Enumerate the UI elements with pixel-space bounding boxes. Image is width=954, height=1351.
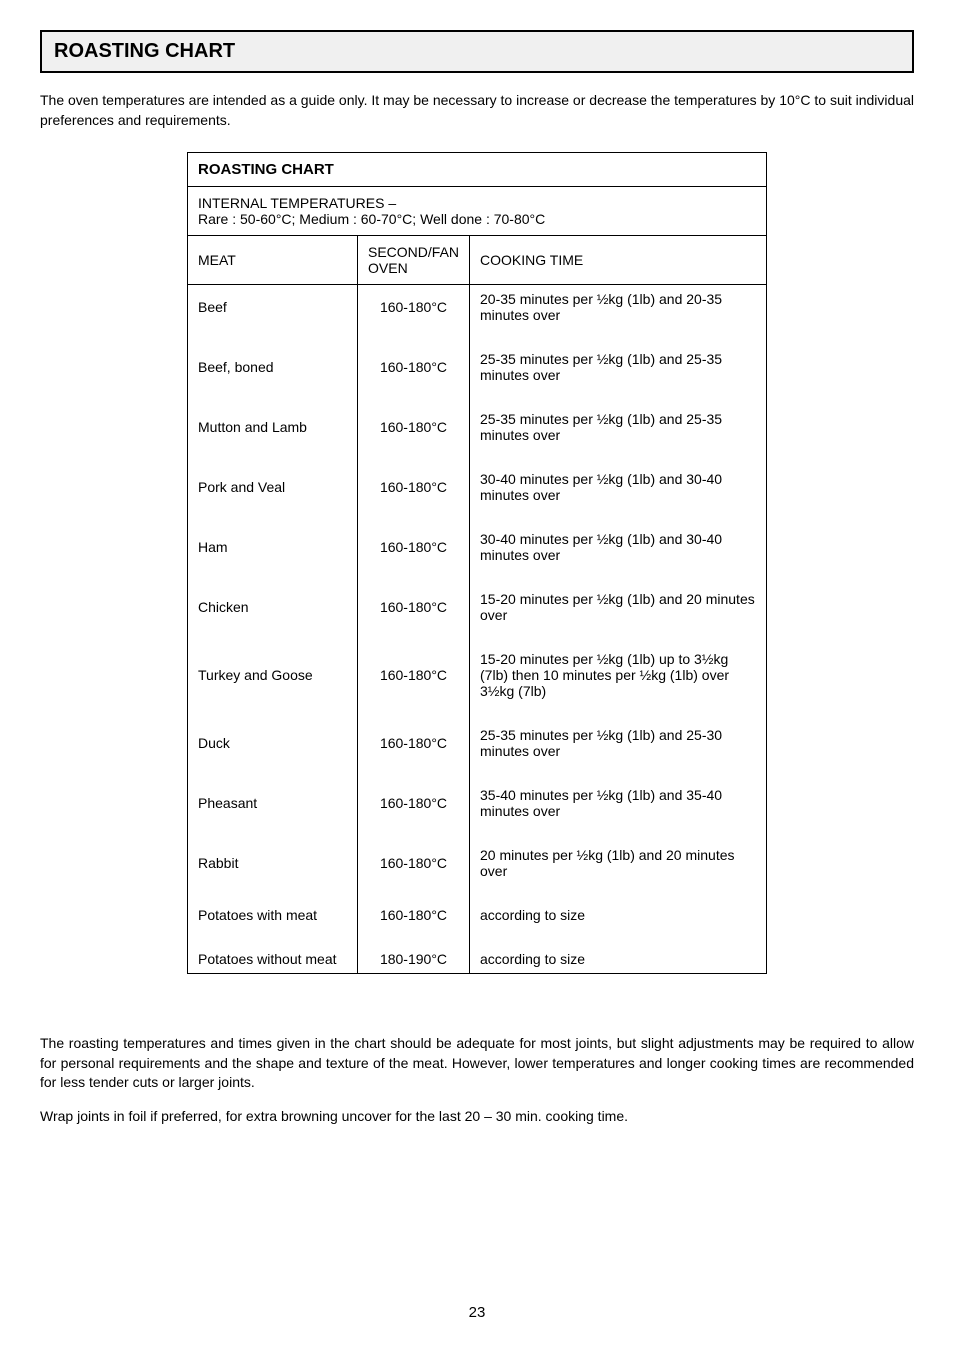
temp-cell: 180-190°C [358, 937, 470, 974]
temp-cell: 160-180°C [358, 397, 470, 457]
time-cell: 15-20 minutes per ½kg (1lb) and 20 minut… [470, 577, 767, 637]
table-row: Beef160-180°C20-35 minutes per ½kg (1lb)… [188, 285, 767, 338]
temp-cell: 160-180°C [358, 773, 470, 833]
table-row: Pork and Veal160-180°C30-40 minutes per … [188, 457, 767, 517]
time-cell: 25-35 minutes per ½kg (1lb) and 25-30 mi… [470, 713, 767, 773]
meat-cell: Beef, boned [188, 337, 358, 397]
meat-cell: Beef [188, 285, 358, 338]
time-cell: 25-35 minutes per ½kg (1lb) and 25-35 mi… [470, 397, 767, 457]
temp-cell: 160-180°C [358, 713, 470, 773]
time-cell: according to size [470, 893, 767, 937]
section-title: ROASTING CHART [54, 40, 900, 63]
outro-paragraph-1: The roasting temperatures and times give… [40, 1034, 914, 1093]
page-number: 23 [0, 1304, 954, 1321]
table-row: Pheasant160-180°C35-40 minutes per ½kg (… [188, 773, 767, 833]
temp-cell: 160-180°C [358, 517, 470, 577]
temp-cell: 160-180°C [358, 337, 470, 397]
temp-cell: 160-180°C [358, 457, 470, 517]
meat-cell: Potatoes with meat [188, 893, 358, 937]
page: ROASTING CHART The oven temperatures are… [0, 0, 954, 1351]
temp-cell: 160-180°C [358, 637, 470, 713]
temp-cell: 160-180°C [358, 577, 470, 637]
table-row: Potatoes with meat160-180°Caccording to … [188, 893, 767, 937]
table-row: Beef, boned160-180°C25-35 minutes per ½k… [188, 337, 767, 397]
table-title-row: ROASTING CHART [188, 153, 767, 187]
meat-cell: Potatoes without meat [188, 937, 358, 974]
table-container: ROASTING CHART INTERNAL TEMPERATURES – R… [40, 152, 914, 974]
time-cell: according to size [470, 937, 767, 974]
meat-cell: Pork and Veal [188, 457, 358, 517]
temp-cell: 160-180°C [358, 285, 470, 338]
meat-cell: Chicken [188, 577, 358, 637]
intro-paragraph: The oven temperatures are intended as a … [40, 91, 914, 130]
meat-cell: Turkey and Goose [188, 637, 358, 713]
temp-cell: 160-180°C [358, 893, 470, 937]
time-cell: 30-40 minutes per ½kg (1lb) and 30-40 mi… [470, 457, 767, 517]
table-row: Mutton and Lamb160-180°C25-35 minutes pe… [188, 397, 767, 457]
outro-paragraph-2: Wrap joints in foil if preferred, for ex… [40, 1107, 914, 1127]
col-header-meat: MEAT [188, 236, 358, 285]
table-row: Rabbit160-180°C20 minutes per ½kg (1lb) … [188, 833, 767, 893]
meat-cell: Rabbit [188, 833, 358, 893]
time-cell: 25-35 minutes per ½kg (1lb) and 25-35 mi… [470, 337, 767, 397]
meat-cell: Ham [188, 517, 358, 577]
meat-cell: Mutton and Lamb [188, 397, 358, 457]
section-title-box: ROASTING CHART [40, 30, 914, 73]
table-row: Ham160-180°C30-40 minutes per ½kg (1lb) … [188, 517, 767, 577]
table-row: Chicken160-180°C15-20 minutes per ½kg (1… [188, 577, 767, 637]
table-row: Turkey and Goose160-180°C15-20 minutes p… [188, 637, 767, 713]
time-cell: 30-40 minutes per ½kg (1lb) and 30-40 mi… [470, 517, 767, 577]
col-header-temp: SECOND/FAN OVEN [358, 236, 470, 285]
temp-cell: 160-180°C [358, 833, 470, 893]
meat-cell: Pheasant [188, 773, 358, 833]
meat-cell: Duck [188, 713, 358, 773]
time-cell: 20-35 minutes per ½kg (1lb) and 20-35 mi… [470, 285, 767, 338]
table-title-cell: ROASTING CHART [188, 153, 767, 187]
table-row: Duck160-180°C25-35 minutes per ½kg (1lb)… [188, 713, 767, 773]
table-subheader-cell: INTERNAL TEMPERATURES – Rare : 50-60°C; … [188, 187, 767, 236]
table-body: Beef160-180°C20-35 minutes per ½kg (1lb)… [188, 285, 767, 974]
time-cell: 35-40 minutes per ½kg (1lb) and 35-40 mi… [470, 773, 767, 833]
roasting-chart-table: ROASTING CHART INTERNAL TEMPERATURES – R… [187, 152, 767, 974]
table-column-header-row: MEAT SECOND/FAN OVEN COOKING TIME [188, 236, 767, 285]
col-header-time: COOKING TIME [470, 236, 767, 285]
table-subheader-row: INTERNAL TEMPERATURES – Rare : 50-60°C; … [188, 187, 767, 236]
time-cell: 20 minutes per ½kg (1lb) and 20 minutes … [470, 833, 767, 893]
table-row: Potatoes without meat180-190°Caccording … [188, 937, 767, 974]
time-cell: 15-20 minutes per ½kg (1lb) up to 3½kg (… [470, 637, 767, 713]
